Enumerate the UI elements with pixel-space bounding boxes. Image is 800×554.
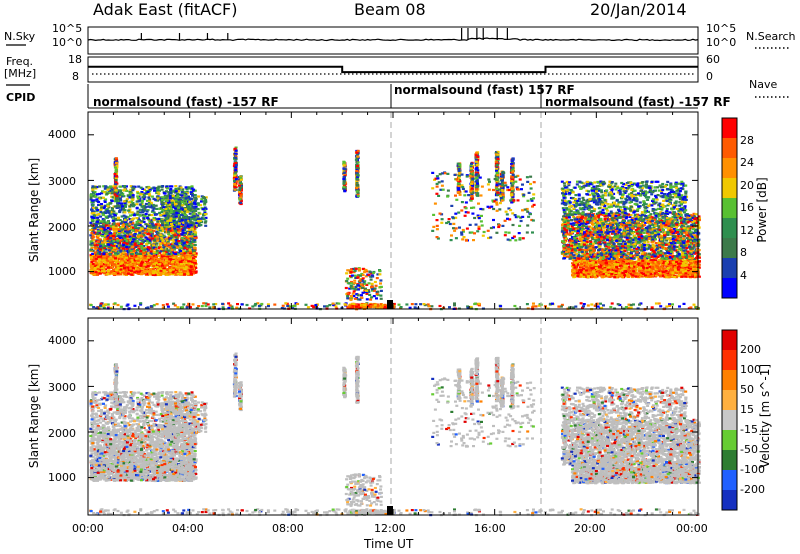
velocity-axis-ticks <box>87 318 699 515</box>
velocity-marker-12 <box>387 506 393 515</box>
noise-left-tick-bottom: 10^0 <box>52 36 82 49</box>
velocity-colorbar-swatch-5 <box>722 390 737 410</box>
velocity-colorbar <box>721 329 738 511</box>
nsky-spikes <box>140 28 508 40</box>
nsky-label: N.Sky <box>4 30 35 43</box>
velocity-colorbar-tick-label: -200 <box>740 483 765 496</box>
velocity-colorbar-swatch-2 <box>722 450 737 470</box>
noise-left-tick-top: 10^5 <box>52 22 82 35</box>
xtick-2000: 20:00 <box>574 522 606 535</box>
velocity-colorbar-label: Velocity [m s^-1] <box>758 364 772 468</box>
power-ylabel: Slant Range [km] <box>27 158 41 262</box>
velocity-colorbar-tick-label: -50 <box>740 443 758 456</box>
xtick-1200: 12:00 <box>374 522 406 535</box>
velocity-ytick-1000: 1000 <box>48 471 76 484</box>
power-colorbar-swatch-0 <box>722 278 737 298</box>
freq-panel-frame <box>87 56 699 83</box>
freq-label-line2: [MHz] <box>4 67 36 80</box>
velocity-colorbar-swatch-3 <box>722 430 737 450</box>
date-title: 20/Jan/2014 <box>590 0 687 19</box>
power-colorbar-swatch-2 <box>722 238 737 258</box>
velocity-ytick-3000: 3000 <box>48 381 76 394</box>
noise-right-tick-top: 10^5 <box>706 22 736 35</box>
power-colorbar-tick-label: 24 <box>740 156 754 169</box>
velocity-ytick-4000: 4000 <box>48 334 76 347</box>
power-panel <box>87 111 701 311</box>
xtick-0000: 00:00 <box>72 522 104 535</box>
cpid-segment-1: normalsound (fast) -157 RF <box>93 95 279 109</box>
velocity-colorbar-swatch-4 <box>722 410 737 430</box>
power-colorbar-label: Power [dB] <box>755 177 769 242</box>
freq-label-line1: Freq. <box>6 55 33 68</box>
nave-right-tick-bottom: 0 <box>706 70 713 83</box>
power-colorbar-tick-label: 28 <box>740 134 754 147</box>
velocity-colorbar-tick-label: -15 <box>740 423 758 436</box>
cpid-segment-2: normalsound (fast) 157 RF <box>394 83 575 97</box>
power-ytick-4000: 4000 <box>48 128 76 141</box>
power-marker-12 <box>387 300 393 309</box>
freq-left-tick-bottom: 8 <box>72 70 79 83</box>
power-colorbar-tick-label: 8 <box>740 246 747 259</box>
power-ytick-1000: 1000 <box>48 265 76 278</box>
noise-panel-frame <box>87 26 699 55</box>
power-colorbar-swatch-6 <box>722 158 737 178</box>
power-colorbar-swatch-7 <box>722 138 737 158</box>
power-colorbar-swatch-1 <box>722 258 737 278</box>
velocity-colorbar-tick-label: 200 <box>740 343 761 356</box>
cpid-label: CPID <box>6 91 35 104</box>
nave-label: Nave <box>749 78 777 91</box>
noise-right-tick-bottom: 10^0 <box>706 36 736 49</box>
power-colorbar-tick-label: 12 <box>740 224 754 237</box>
power-axis-ticks <box>87 112 699 309</box>
nave-right-tick-top: 60 <box>706 53 720 66</box>
power-colorbar-swatch-4 <box>722 198 737 218</box>
power-ytick-2000: 2000 <box>48 221 76 234</box>
power-data-points <box>89 146 701 311</box>
velocity-colorbar-swatch-6 <box>722 370 737 390</box>
beam-title: Beam 08 <box>354 0 426 19</box>
velocity-colorbar-tick-label: -100 <box>740 463 765 476</box>
xlabel: Time UT <box>364 537 413 551</box>
nsearch-label: N.Search <box>746 30 796 43</box>
power-colorbar-tick-label: 20 <box>740 179 754 192</box>
velocity-colorbar-swatch-0 <box>722 490 737 510</box>
xtick-1600: 16:00 <box>474 522 506 535</box>
xtick-0800: 08:00 <box>272 522 304 535</box>
cpid-segment-3: normalsound (fast) -157 RF <box>545 95 731 109</box>
velocity-colorbar-swatch-1 <box>722 470 737 490</box>
velocity-colorbar-swatch-7 <box>722 350 737 370</box>
power-colorbar-swatch-5 <box>722 178 737 198</box>
power-colorbar <box>721 117 738 299</box>
velocity-colorbar-tick-label: 50 <box>740 383 754 396</box>
velocity-ytick-2000: 2000 <box>48 427 76 440</box>
power-colorbar-tick-label: 4 <box>740 269 747 282</box>
velocity-colorbar-tick-label: 15 <box>740 403 754 416</box>
power-colorbar-tick-label: 16 <box>740 201 754 214</box>
power-colorbar-swatch-8 <box>722 118 737 138</box>
xtick-2400: 00:00 <box>676 522 708 535</box>
power-colorbar-swatch-3 <box>722 218 737 238</box>
velocity-ylabel: Slant Range [km] <box>27 364 41 468</box>
station-title: Adak East (fitACF) <box>93 0 237 19</box>
velocity-colorbar-swatch-8 <box>722 330 737 350</box>
freq-left-tick-top: 18 <box>68 53 82 66</box>
nsky-series-line <box>87 37 699 42</box>
power-colorbar-frame <box>721 117 738 299</box>
velocity-data-points <box>89 352 701 517</box>
velocity-colorbar-frame <box>721 329 738 511</box>
power-ytick-3000: 3000 <box>48 175 76 188</box>
velocity-panel <box>87 317 701 517</box>
freq-series-line <box>88 65 698 74</box>
velocity-colorbar-tick-label: 100 <box>740 363 761 376</box>
xtick-0400: 04:00 <box>172 522 204 535</box>
